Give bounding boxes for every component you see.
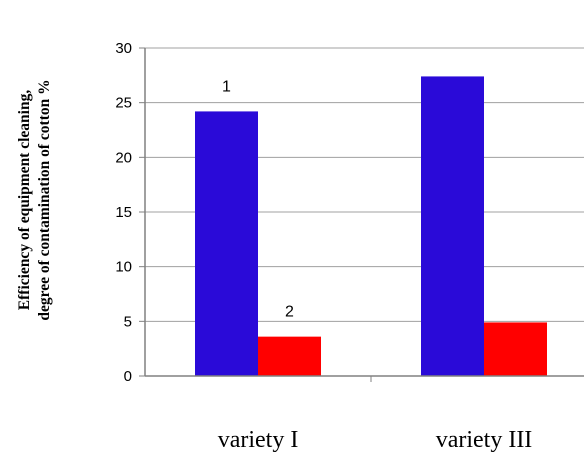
y-axis-title-line-1: Efficiency of equipment cleaning, [16, 90, 33, 311]
bar-series-1-0 [195, 111, 258, 376]
y-tick-label: 25 [115, 95, 132, 112]
y-axis-title: Efficiency of equipment cleaning, degree… [16, 79, 53, 320]
x-category-label: variety III [436, 427, 533, 453]
series-2-label: 2 [285, 304, 294, 321]
axis-layer [139, 47, 584, 382]
y-tick-label: 5 [124, 313, 132, 330]
y-tick-label: 10 [115, 259, 132, 276]
y-tick-label: 0 [124, 368, 132, 385]
series-1-label: 1 [222, 78, 231, 95]
bars-layer [195, 76, 547, 376]
bar-series-1-1 [421, 76, 484, 376]
y-tick-label: 15 [115, 204, 132, 221]
x-category-label: variety I [218, 427, 299, 453]
bar-series-2-0 [258, 336, 321, 376]
y-tick-label: 30 [115, 40, 132, 57]
y-axis-title-line-2: degree of contamination of cotton % [36, 79, 53, 320]
y-tick-label: 20 [115, 149, 132, 166]
labels-layer: 0 5 10 15 20 25 30 1 2 variety I variety III [115, 40, 532, 453]
bar-series-2-1 [484, 322, 547, 376]
